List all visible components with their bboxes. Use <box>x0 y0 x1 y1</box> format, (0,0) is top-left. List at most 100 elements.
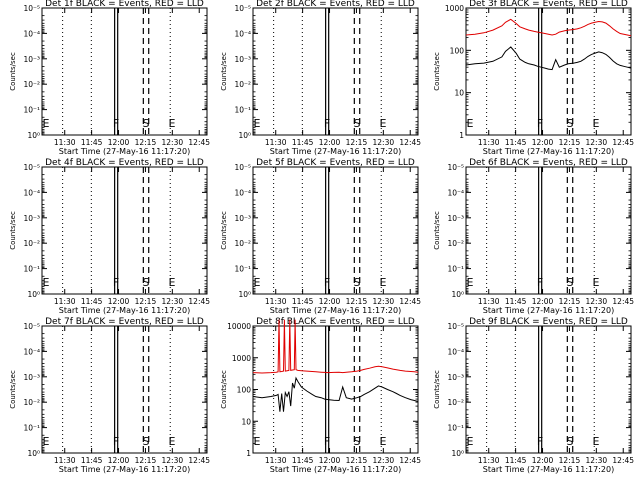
y-tick-label: 10⁻³ <box>234 214 251 223</box>
y-tick-label: 10⁰ <box>27 290 40 299</box>
y-tick-label: 1000 <box>232 354 251 363</box>
panel-title: Det 9f BLACK = Events, RED = LLD <box>469 317 628 327</box>
x-tick-label: 11:45 <box>292 297 314 306</box>
x-tick-label: 12:45 <box>612 456 634 465</box>
x-tick-label: 12:15 <box>135 138 157 147</box>
y-tick-label: 10⁻³ <box>23 214 40 223</box>
y-axis-label: Counts/sec <box>433 370 441 409</box>
x-tick-label: 11:30 <box>478 456 500 465</box>
x-tick-label: 11:45 <box>292 138 314 147</box>
event-marker-e_left: E <box>467 435 474 448</box>
panel-title: Det 1f BLACK = Events, RED = LLD <box>45 0 204 9</box>
x-tick-label: 12:45 <box>188 456 210 465</box>
detector-panel: Det 1f BLACK = Events, RED = LLD Counts/s… <box>9 0 210 156</box>
x-tick-label: 11:30 <box>54 456 76 465</box>
y-tick-label: 10⁻² <box>23 398 40 407</box>
y-axis-label: Counts/sec <box>220 370 228 409</box>
plot-frame <box>252 7 419 136</box>
event-marker-e_left: E <box>254 435 261 448</box>
event-marker-e_left: E <box>467 276 474 289</box>
detector-panel: Det 7f BLACK = Events, RED = LLD Counts/s… <box>9 317 210 474</box>
event-marker-e: E <box>593 435 600 448</box>
y-tick-label: 10⁻³ <box>447 373 464 382</box>
detector-panel: Det 9f BLACK = Events, RED = LLD Counts/s… <box>433 317 634 474</box>
x-tick-label: 11:45 <box>292 456 314 465</box>
detector-panel: Det 4f BLACK = Events, RED = LLD Counts/s… <box>9 158 210 315</box>
event-marker-e_left: E <box>467 117 474 130</box>
event-marker-f: F <box>537 276 543 289</box>
y-tick-label: 10⁻² <box>234 80 251 89</box>
y-tick-label: 10⁻⁴ <box>447 188 464 197</box>
y-axis-label: Counts/sec <box>9 52 17 91</box>
x-tick-label: 12:45 <box>399 456 421 465</box>
x-tick-label: 11:45 <box>81 138 103 147</box>
event-marker-e_left: E <box>254 117 261 130</box>
x-tick-label: 12:00 <box>319 297 341 306</box>
panel-title: Det 6f BLACK = Events, RED = LLD <box>469 158 628 168</box>
event-marker-f: F <box>113 117 119 130</box>
detector-panel: Det 8f BLACK = Events, RED = LLD Counts/s… <box>220 317 421 474</box>
y-tick-label: 10⁰ <box>27 449 40 458</box>
plot-frame <box>465 166 632 295</box>
plot-frame <box>252 325 419 454</box>
event-marker-e_left: E <box>43 117 50 130</box>
event-marker-s: S <box>143 276 150 289</box>
x-tick-label: 12:15 <box>346 456 368 465</box>
x-axis-label: Start Time (27-May-16 11:17:20) <box>59 147 190 156</box>
y-tick-label: 10⁻² <box>234 239 251 248</box>
event-marker-s: S <box>567 276 574 289</box>
x-axis-label: Start Time (27-May-16 11:17:20) <box>270 147 401 156</box>
x-tick-label: 11:30 <box>265 456 287 465</box>
y-tick-label: 10⁻³ <box>234 55 251 64</box>
y-tick-label: 100 <box>237 386 252 395</box>
y-tick-label: 100 <box>450 46 465 55</box>
x-axis-label: Start Time (27-May-16 11:17:20) <box>270 465 401 474</box>
y-tick-label: 10⁻³ <box>447 214 464 223</box>
event-marker-e_left: E <box>43 276 50 289</box>
y-tick-label: 10⁰ <box>238 131 251 140</box>
x-axis-label: Start Time (27-May-16 11:17:20) <box>483 147 614 156</box>
plot-frame <box>465 7 632 136</box>
events-series-line <box>252 376 419 412</box>
y-tick-label: 10000 <box>227 322 251 331</box>
plot-frame <box>41 7 208 136</box>
y-axis-label: Counts/sec <box>433 211 441 250</box>
y-tick-label: 10⁻⁴ <box>234 188 251 197</box>
lld-series-line <box>252 319 419 374</box>
y-tick-label: 10⁻⁴ <box>23 188 40 197</box>
y-tick-label: 10⁰ <box>27 131 40 140</box>
event-marker-s: S <box>354 276 361 289</box>
y-tick-label: 10⁻⁵ <box>23 4 40 13</box>
event-marker-e: E <box>593 117 600 130</box>
x-axis-label: Start Time (27-May-16 11:17:20) <box>59 306 190 315</box>
x-tick-label: 12:15 <box>135 297 157 306</box>
x-tick-label: 12:45 <box>188 138 210 147</box>
y-tick-label: 10⁻⁵ <box>234 4 251 13</box>
x-tick-label: 12:30 <box>162 456 184 465</box>
x-tick-label: 12:30 <box>586 138 608 147</box>
x-axis-label: Start Time (27-May-16 11:17:20) <box>59 465 190 474</box>
plot-frame <box>41 325 208 454</box>
panel-title: Det 2f BLACK = Events, RED = LLD <box>256 0 415 9</box>
x-tick-label: 12:15 <box>135 456 157 465</box>
detector-panel: Det 3f BLACK = Events, RED = LLD Counts/s… <box>433 0 634 156</box>
y-tick-label: 10⁻⁴ <box>23 29 40 38</box>
x-tick-label: 12:00 <box>319 456 341 465</box>
event-marker-f: F <box>324 276 330 289</box>
event-marker-e: E <box>169 117 176 130</box>
event-marker-e_left: E <box>43 435 50 448</box>
y-tick-label: 10 <box>454 89 464 98</box>
event-marker-f: F <box>113 276 119 289</box>
event-marker-e: E <box>380 117 387 130</box>
panel-title: Det 8f BLACK = Events, RED = LLD <box>256 317 415 327</box>
x-tick-label: 12:00 <box>108 456 130 465</box>
y-tick-label: 10⁻⁴ <box>23 347 40 356</box>
y-tick-label: 1 <box>459 131 464 140</box>
x-tick-label: 12:30 <box>373 297 395 306</box>
event-marker-s: S <box>567 435 574 448</box>
x-tick-label: 12:30 <box>373 138 395 147</box>
y-tick-label: 10⁻³ <box>23 373 40 382</box>
event-marker-e_left: E <box>254 276 261 289</box>
y-tick-label: 10⁻⁴ <box>234 29 251 38</box>
x-tick-label: 12:45 <box>399 297 421 306</box>
